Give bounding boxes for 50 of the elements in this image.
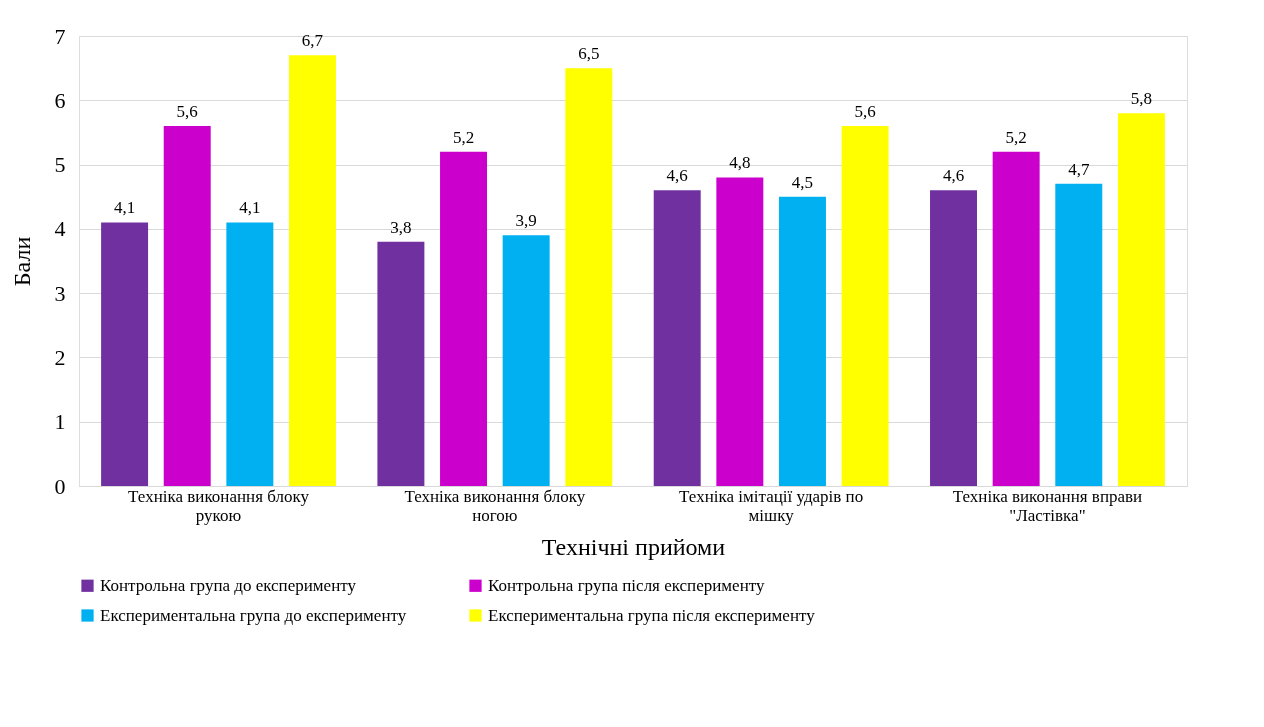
bar xyxy=(163,126,211,486)
data-label: 4,1 xyxy=(113,198,136,218)
bar xyxy=(716,177,764,486)
bar xyxy=(841,126,889,486)
y-axis-title: Бали xyxy=(8,236,35,287)
bar xyxy=(1055,183,1103,486)
x-axis-title: Технічні прийоми xyxy=(541,533,726,560)
bar xyxy=(778,196,826,486)
bar xyxy=(440,151,488,486)
legend-label: Контрольна група після експерименту xyxy=(488,575,765,595)
data-label: 5,6 xyxy=(176,102,198,121)
legend-label: Експериментальна група після експерименту xyxy=(488,605,816,625)
data-label: 3,8 xyxy=(390,217,412,237)
bar xyxy=(502,235,550,486)
data-label: 5,6 xyxy=(854,102,876,121)
y-tick-label: 2 xyxy=(54,344,66,370)
bar xyxy=(289,55,336,486)
data-label: 6,7 xyxy=(301,31,324,51)
x-tick-label: Техніка виконання блоку рукою xyxy=(128,486,310,525)
y-tick-label: 4 xyxy=(54,216,66,242)
bar xyxy=(377,241,425,486)
legend-label: Експериментальна група до експерименту xyxy=(100,605,407,625)
bar xyxy=(1117,113,1165,486)
data-label: 4,1 xyxy=(239,198,261,218)
y-tick-label: 6 xyxy=(54,87,66,113)
data-label: 4,6 xyxy=(942,166,965,186)
data-label: 3,9 xyxy=(515,211,537,231)
data-label: 4,6 xyxy=(666,166,688,186)
bar xyxy=(226,222,274,486)
data-label: 6,5 xyxy=(578,44,600,64)
data-label: 4,8 xyxy=(729,153,751,173)
bar xyxy=(565,68,613,486)
y-tick-label: 1 xyxy=(54,409,66,435)
data-label: 4,7 xyxy=(1068,159,1090,179)
x-tick-label: Техніка виконання вправи "Ластівка" xyxy=(952,486,1143,525)
bar xyxy=(992,151,1040,486)
data-label: 4,5 xyxy=(791,172,814,192)
bar xyxy=(930,190,977,486)
y-tick-label: 0 xyxy=(54,473,66,499)
bar xyxy=(101,222,149,486)
x-tick-label: Техніка імітації ударів по мішку xyxy=(679,486,864,525)
y-tick-label: 3 xyxy=(54,280,66,306)
legend-label: Контрольна група до експерименту xyxy=(100,575,357,595)
data-label: 5,2 xyxy=(452,127,475,147)
x-tick-label: Техніка виконання блоку ногою xyxy=(404,486,586,525)
bar xyxy=(653,190,701,486)
data-label: 5,2 xyxy=(1005,127,1027,147)
y-tick-label: 7 xyxy=(54,23,66,49)
y-tick-label: 5 xyxy=(54,152,66,178)
data-label: 5,8 xyxy=(1130,89,1153,109)
